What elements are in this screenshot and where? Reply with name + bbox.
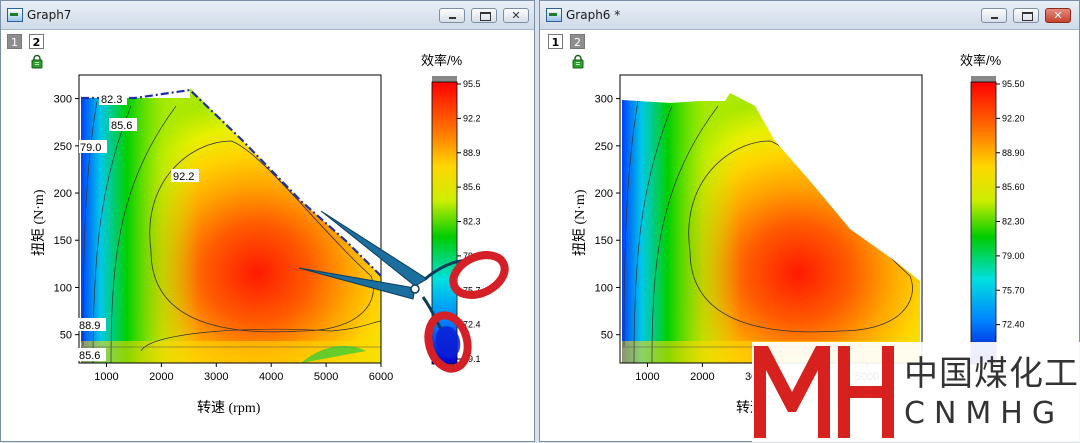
- x-tick-label: 6000: [369, 371, 393, 383]
- graph7-window[interactable]: Graph7 ✕ 1 2: [0, 0, 535, 442]
- close-icon: ✕: [1053, 9, 1063, 22]
- y-tick-label: 50: [60, 330, 72, 342]
- layer-tab-2[interactable]: 2: [29, 34, 44, 49]
- contour-label: 85.6: [111, 120, 132, 132]
- maximize-button[interactable]: [471, 8, 497, 23]
- window-title: Graph6 *: [566, 8, 621, 22]
- graph6-titlebar[interactable]: Graph6 * ✕: [540, 1, 1079, 30]
- layer-tab-1[interactable]: 1: [7, 34, 22, 49]
- colorbar-tick-label: 75.7: [463, 285, 481, 295]
- y-tick-label: 300: [595, 94, 613, 106]
- close-button[interactable]: ✕: [1045, 8, 1071, 23]
- colorbar-tick-label: 88.90: [1002, 148, 1025, 158]
- graph-window-icon: [546, 8, 562, 22]
- colorbar-tick-label: 82.30: [1002, 217, 1025, 227]
- maximize-button[interactable]: [1013, 8, 1039, 23]
- graph7-titlebar[interactable]: Graph7 ✕: [1, 1, 534, 30]
- colorbar-tick-label: 85.60: [1002, 182, 1025, 192]
- cut-boundary-line: [81, 88, 382, 277]
- brand-name-cn: 中国煤化工: [904, 354, 1079, 394]
- y-tick-label: 150: [595, 235, 613, 247]
- y-axis-ticks: 50 100 150 200 250 300: [54, 94, 79, 342]
- contour-label: 79.0: [80, 142, 101, 154]
- colorbar-tick-label: 79.00: [1002, 251, 1025, 261]
- x-axis-ticks: 1000 2000 3000 4000 5000 6000: [94, 363, 393, 383]
- y-axis-label: 扭矩 (N·m): [31, 189, 47, 256]
- x-tick-label: 3000: [204, 371, 228, 383]
- minimize-button[interactable]: [439, 8, 465, 23]
- watermark-logo: 中国煤化工 CNMHG: [752, 342, 1080, 442]
- y-tick-label: 200: [595, 188, 613, 200]
- brand-name-en: CNMHG: [904, 396, 1065, 431]
- colorbar-tick-label: 72.4: [463, 320, 481, 330]
- layer-tab-2[interactable]: 2: [570, 34, 585, 49]
- layer-tab-1[interactable]: 1: [548, 34, 563, 49]
- lock-icon[interactable]: [31, 54, 43, 69]
- y-tick-label: 150: [54, 235, 72, 247]
- y-tick-label: 50: [601, 330, 613, 342]
- contour-label: 92.2: [173, 171, 194, 183]
- contour-label: 82.3: [101, 94, 122, 106]
- y-tick-label: 100: [54, 282, 72, 294]
- lock-icon[interactable]: [572, 54, 584, 69]
- colorbar: 效率/% 95.50 92.20 88.90 85.60 82.30 79.00 75.70…: [960, 53, 1025, 365]
- contour-label: 88.9: [79, 320, 100, 332]
- heatmap-surface: [622, 93, 920, 363]
- minimize-icon: [991, 17, 998, 19]
- scissors-icon: [298, 210, 509, 373]
- y-tick-label: 300: [54, 94, 72, 106]
- x-axis-label: 转速 (rpm): [197, 400, 261, 416]
- colorbar-tick-label: 69.1: [463, 354, 481, 364]
- x-tick-label: 2000: [690, 371, 714, 383]
- colorbar-tick-label: 88.9: [463, 148, 481, 158]
- y-tick-label: 100: [595, 282, 613, 294]
- y-tick-label: 250: [595, 141, 613, 153]
- y-axis-ticks: 50 100 150 200 250 300: [595, 94, 620, 342]
- contour-label: 85.6: [79, 350, 100, 362]
- colorbar-tick-label: 72.40: [1002, 320, 1025, 330]
- maximize-icon: [1022, 12, 1033, 21]
- colorbar-tick-label: 92.20: [1002, 113, 1025, 123]
- colorbar-tick-label: 85.6: [463, 182, 481, 192]
- x-tick-label: 2000: [149, 371, 173, 383]
- x-tick-label: 1000: [94, 371, 118, 383]
- chart-graph7[interactable]: 82.3 85.6 79.0 92.2 88.9 85.6 1000 2000 30…: [1, 1, 536, 443]
- contour-labels: 82.3 85.6 79.0 92.2 88.9 85.6: [78, 92, 199, 362]
- minimize-button[interactable]: [981, 8, 1007, 23]
- colorbar-tick-label: 95.5: [463, 79, 481, 89]
- graph-window-icon: [7, 8, 23, 22]
- colorbar-tick-label: 75.70: [1002, 285, 1025, 295]
- colorbar-title: 效率/%: [421, 53, 463, 68]
- colorbar-tick-label: 95.50: [1002, 79, 1025, 89]
- y-axis-label: 扭矩 (N·m): [572, 189, 588, 256]
- x-tick-label: 5000: [314, 371, 338, 383]
- y-tick-label: 250: [54, 141, 72, 153]
- maximize-icon: [480, 12, 491, 21]
- colorbar-tick-label: 82.3: [463, 217, 481, 227]
- y-tick-label: 200: [54, 188, 72, 200]
- window-title: Graph7: [27, 8, 72, 22]
- colorbar-tick-label: 92.2: [463, 113, 481, 123]
- graph6-window[interactable]: Graph6 * ✕ 1 2: [539, 0, 1080, 442]
- colorbar-title: 效率/%: [960, 53, 1002, 68]
- minimize-icon: [449, 17, 456, 19]
- x-tick-label: 1000: [635, 371, 659, 383]
- x-tick-label: 4000: [259, 371, 283, 383]
- close-button[interactable]: ✕: [503, 8, 529, 23]
- mh-logo-mark: [754, 346, 894, 438]
- close-icon: ✕: [511, 9, 521, 22]
